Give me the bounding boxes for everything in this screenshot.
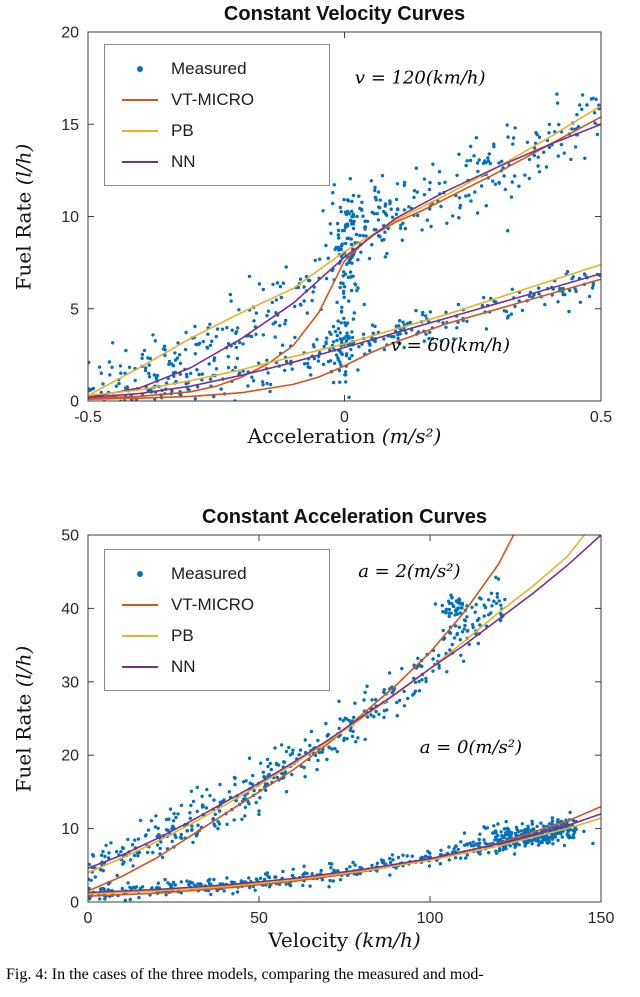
legend-item-measured: Measured [109,559,325,588]
line-marker-icon [109,665,171,668]
measured-scatter [88,575,595,902]
y-axis-label-velocity: Fuel Rate (l/h) [12,144,37,291]
chart-title-velocity: Constant Velocity Curves [223,3,466,25]
chart-constant-acceleration: 0 50 100 150 0 10 20 30 40 50 a = 2(m/s²) a = 0(m/s… [0,497,640,997]
y-tick-label: 0 [70,394,79,411]
x-axis-label-text: Velocity [268,928,355,952]
y-axis-label-math: (l/h) [11,143,36,186]
pb-line-a-0 [88,817,601,895]
y-tick-label: 10 [61,209,79,226]
legend-item-pb: PB [109,116,325,145]
legend-label: PB [171,120,194,140]
y-axis-label-text: Fuel Rate [11,687,36,793]
figure-caption: Fig. 4: In the cases of the three models… [6,966,484,983]
nn-line-a-2 [88,535,601,869]
line-marker-icon [109,603,171,606]
y-tick-label: 40 [61,601,79,618]
legend-label: VT-MICRO [171,89,255,109]
vt-micro-line-a-2 [88,535,515,892]
legend-item-pb: PB [109,621,325,650]
legend-velocity: Measured VT-MICRO PB NN [104,44,330,186]
axes-box [87,534,602,903]
vt-micro-line-v-60 [88,278,601,400]
line-marker-icon [109,160,171,163]
y-tick-label: 0 [70,895,79,912]
y-tick-label: 30 [61,674,79,691]
legend-item-vt-micro: VT-MICRO [109,85,325,114]
line-marker-icon [109,98,171,101]
x-axis-label-velocity: Acceleration (m/s²) [88,424,601,449]
vt-micro-line-v-120 [88,116,601,399]
plot-content [88,535,601,902]
x-tick-label: 0 [340,409,349,426]
line-marker-icon [109,634,171,637]
vt-micro-line-a-0 [88,805,601,897]
legend-label: Measured [171,58,247,78]
y-tick-label: 50 [61,528,79,545]
annotation-v-120-km-h: v = 120(km/h) [355,68,486,89]
x-tick-label: 0 [84,910,93,927]
x-tick-label: 150 [588,910,615,927]
x-tick-label: 100 [417,910,444,927]
nn-line-a-0 [88,813,601,894]
line-marker-icon [109,129,171,132]
nn-line-v-60 [88,272,601,399]
legend-label: Measured [171,563,247,583]
annotation-a-2-m-s: a = 2(m/s²) [358,561,460,582]
legend-label: NN [171,151,196,171]
annotation-a-0-m-s: a = 0(m/s²) [420,737,522,758]
chart-constant-velocity: -0.5 0 0.5 0 5 10 15 20 v = 120(km/h) v = 60(km/h… [0,0,640,497]
y-axis-label-math: (l/h) [11,645,36,688]
annotation-v-60-km-h: v = 60(km/h) [391,335,510,356]
x-tick-label: 0.5 [590,409,612,426]
y-tick-label: 10 [61,821,79,838]
y-tick-label: 20 [61,748,79,765]
pb-line-v-60 [88,263,601,397]
pb-line-v-120 [88,105,601,397]
pb-line-a-2 [88,535,586,874]
x-axis-label-text: Acceleration [247,424,382,448]
x-axis-label-math: (km/h) [354,928,421,952]
legend-item-nn: NN [109,147,325,176]
y-tick-label: 20 [61,25,79,42]
x-tick-label: -0.5 [74,409,102,426]
acceleration-plot-svg: 0 50 100 150 0 10 20 30 40 50 a = 2(m/s²) a = 0(m/s… [61,528,615,928]
legend-item-vt-micro: VT-MICRO [109,590,325,619]
legend-acceleration: Measured VT-MICRO PB NN [104,549,330,691]
scatter-marker-icon [109,65,171,72]
scatter-marker-icon [109,570,171,577]
x-axis-label-acceleration: Velocity (km/h) [88,928,601,953]
legend-item-nn: NN [109,652,325,681]
legend-label: VT-MICRO [171,594,255,614]
legend-label: PB [171,625,194,645]
y-tick-label: 15 [61,117,79,134]
x-axis-label-math: (m/s²) [381,424,442,448]
chart-title-acceleration: Constant Acceleration Curves [202,506,487,528]
x-tick-label: 50 [250,910,268,927]
y-tick-label: 5 [70,301,79,318]
y-axis-label-acceleration: Fuel Rate (l/h) [12,646,37,793]
nn-line-v-120 [88,123,601,399]
legend-item-measured: Measured [109,54,325,83]
y-axis-label-text: Fuel Rate [11,185,36,291]
legend-label: NN [171,656,196,676]
